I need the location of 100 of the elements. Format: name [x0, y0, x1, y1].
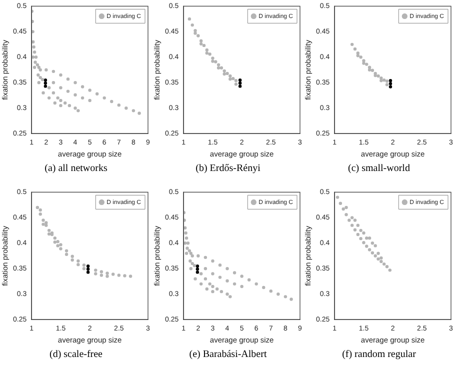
point [238, 78, 242, 82]
point [190, 262, 194, 266]
point [47, 86, 51, 90]
point [123, 274, 126, 278]
point [53, 240, 56, 244]
point [356, 232, 360, 236]
point [290, 298, 293, 301]
point [44, 78, 48, 82]
point [189, 267, 192, 270]
point [202, 44, 206, 48]
point [56, 244, 60, 248]
point [344, 213, 348, 216]
point [262, 286, 266, 290]
point [66, 77, 70, 81]
point [194, 277, 197, 280]
point [42, 218, 45, 222]
point [228, 74, 232, 78]
point [204, 267, 208, 270]
point [59, 104, 62, 108]
point [211, 56, 214, 60]
point [385, 80, 389, 83]
point [388, 82, 392, 86]
point [138, 112, 141, 115]
point [184, 231, 188, 235]
point [208, 282, 212, 286]
text: (a) all networks [44, 163, 108, 174]
point [284, 295, 288, 298]
point [56, 96, 60, 100]
point [186, 242, 190, 245]
point [269, 289, 273, 293]
point [34, 56, 38, 59]
point [37, 81, 40, 84]
point [356, 224, 360, 227]
point [388, 85, 392, 88]
point [238, 82, 242, 85]
point [94, 268, 98, 272]
point [32, 30, 34, 34]
point [82, 267, 86, 270]
point [199, 272, 203, 276]
point [232, 271, 236, 274]
point [117, 103, 121, 107]
point [106, 272, 109, 275]
point [254, 282, 258, 286]
point [100, 270, 104, 274]
point [76, 109, 80, 112]
point [190, 254, 194, 258]
point [59, 86, 62, 90]
point [196, 254, 200, 258]
point [44, 221, 48, 224]
point [88, 98, 92, 102]
point [40, 78, 44, 82]
point [64, 249, 68, 252]
point [370, 251, 374, 254]
point [194, 32, 197, 35]
point [211, 272, 214, 276]
point [59, 73, 62, 77]
point [56, 240, 60, 244]
point [368, 68, 372, 72]
point [205, 287, 208, 291]
point [205, 51, 208, 55]
point [88, 88, 92, 92]
point [276, 292, 280, 296]
point [204, 256, 208, 260]
point [353, 218, 357, 222]
point [344, 206, 348, 210]
point [32, 66, 36, 69]
point [370, 68, 374, 72]
point [365, 244, 368, 248]
point [216, 66, 220, 70]
point [196, 34, 200, 38]
point [36, 63, 40, 66]
point [59, 98, 62, 102]
point [184, 226, 187, 230]
text: (f) random regular [341, 349, 417, 360]
point [63, 101, 67, 105]
point [42, 222, 45, 226]
point [94, 272, 98, 276]
point [247, 278, 251, 282]
point [204, 277, 208, 280]
point [222, 69, 226, 73]
point [76, 259, 80, 263]
point [100, 274, 104, 277]
point [359, 236, 362, 240]
point [32, 40, 35, 44]
point [240, 274, 244, 278]
point [356, 54, 360, 58]
point [199, 282, 203, 286]
point [342, 207, 345, 211]
point [376, 74, 380, 78]
point [211, 60, 214, 63]
point [86, 270, 90, 274]
point [70, 258, 74, 262]
point [362, 231, 366, 235]
point [132, 109, 136, 112]
point [47, 96, 51, 100]
point [196, 268, 200, 271]
point [117, 274, 121, 277]
point [218, 276, 222, 279]
point [32, 45, 36, 49]
point [382, 78, 386, 82]
